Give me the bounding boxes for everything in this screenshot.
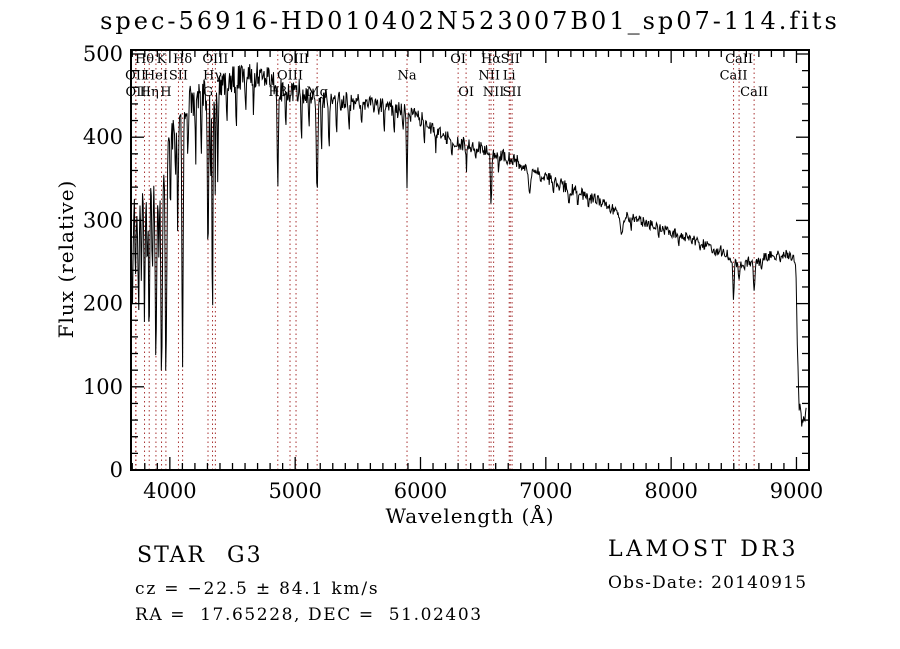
x-tick-label: 7000 [519,479,572,503]
spectral-line-label: OIII [202,52,228,67]
y-tick-label: 200 [83,292,123,316]
y-tick-label: 100 [83,375,123,399]
spectral-line-label: NII [478,69,500,84]
cz-velocity-text: cz = −22.5 ± 84.1 km/s [135,579,380,599]
x-tick-label: 4000 [143,479,196,503]
spectral-line-label: CaII [720,69,748,84]
x-tick-label: 9000 [770,479,823,503]
spectral-line-label: Hη [140,85,159,100]
x-tick-label: 6000 [394,479,447,503]
page-title: spec-56916-HD010402N523007B01_sp07-114.f… [100,7,840,35]
ra-dec-text: RA = 17.65228, DEC = 51.02403 [135,605,483,625]
y-tick-label: 300 [83,208,123,232]
spectrum-flux-trace [130,62,807,427]
spectral-line-label: OIII [277,69,303,84]
spectral-line-label: OIII [283,52,309,67]
y-tick-label: 500 [83,42,123,66]
spectral-line-label: NII [483,85,505,100]
object-class-label: STAR [137,543,206,568]
spectral-line-label: Hβ [268,85,287,100]
y-tick-label: 0 [110,458,123,482]
spectral-line-label: CaII [725,52,753,67]
spectral-line-label: OI [450,52,466,67]
spectral-line-label: Li [503,69,516,84]
plot-frame [130,49,810,471]
y-axis-title: Flux (relative) [54,179,78,339]
spectral-line-label: CaII [740,85,768,100]
y-tick-label: 400 [83,125,123,149]
spectral-line-label: Mg [306,85,328,100]
obs-date-text: Obs-Date: 20140915 [608,573,808,593]
object-subclass-label: G3 [227,543,263,568]
spectral-line-label: SII [502,85,521,100]
x-tick-label: 8000 [644,479,697,503]
x-axis-title: Wavelength (Å) [385,504,555,528]
spectral-line-label: HeI [144,69,168,84]
survey-release-label: LAMOST DR3 [608,537,799,562]
spectral-line-label: Hθ [135,52,154,67]
spectral-line-label: Na [397,69,416,84]
spectral-line-label: G [203,85,213,100]
spectral-line-label: K [157,52,167,67]
spectral-line-label: Hδ [173,52,192,67]
spectral-line-label: SII [169,69,188,84]
spectral-line-label: SII [501,52,520,67]
spectral-line-label: H [160,85,171,100]
spectral-line-label: Hγ [203,69,222,84]
x-tick-label: 5000 [268,479,321,503]
spectral-line-label: Hα [481,52,501,67]
spectral-line-label: OI [458,85,474,100]
